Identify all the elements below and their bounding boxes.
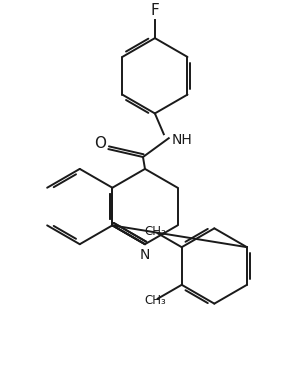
Text: CH₃: CH₃ [144,294,166,307]
Text: NH: NH [172,133,192,147]
Text: N: N [140,248,150,262]
Text: F: F [150,3,159,18]
Text: CH₃: CH₃ [144,225,166,238]
Text: O: O [94,136,106,151]
